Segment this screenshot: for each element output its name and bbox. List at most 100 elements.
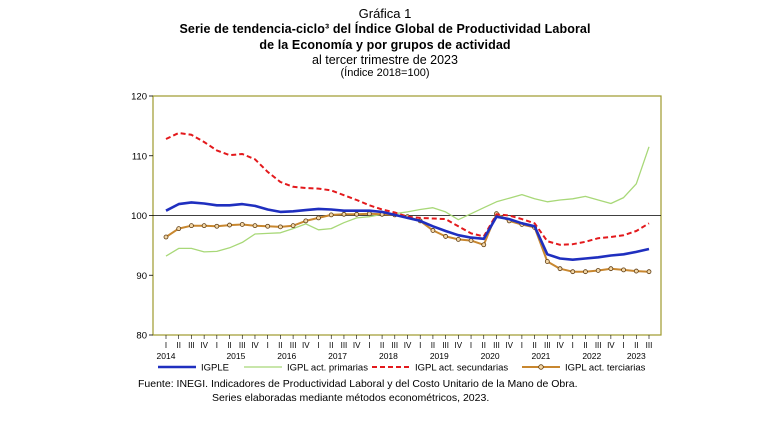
x-quarter-label: III bbox=[442, 341, 449, 350]
x-quarter-label: III bbox=[391, 341, 398, 350]
x-year-label: 2020 bbox=[481, 351, 500, 361]
x-quarter-label: I bbox=[521, 341, 523, 350]
chart-title-line-1: Serie de tendencia-ciclo³ del Índice Glo… bbox=[179, 22, 591, 36]
x-quarter-label: I bbox=[622, 341, 624, 350]
x-quarter-label: IV bbox=[200, 341, 208, 350]
legend-label-igple: IGPLE bbox=[201, 363, 229, 374]
data-point-terciarias bbox=[265, 223, 271, 229]
y-tick-label: 90 bbox=[136, 271, 147, 282]
data-point-terciarias bbox=[455, 236, 461, 242]
data-point-terciarias bbox=[646, 269, 652, 275]
data-point-terciarias bbox=[163, 234, 169, 240]
x-year-label: 2021 bbox=[531, 351, 550, 361]
x-quarter-label: III bbox=[341, 341, 348, 350]
x-quarter-label: I bbox=[368, 341, 370, 350]
x-quarter-label: III bbox=[646, 341, 653, 350]
index-note: (Índice 2018=100) bbox=[340, 67, 430, 79]
x-quarter-label: I bbox=[165, 341, 167, 350]
data-point-terciarias bbox=[595, 268, 601, 273]
x-quarter-label: III bbox=[544, 341, 551, 350]
x-quarter-label: I bbox=[419, 341, 421, 350]
x-quarter-label: III bbox=[188, 341, 195, 350]
x-year-label: 2017 bbox=[328, 351, 347, 361]
x-quarter-label: IV bbox=[251, 341, 259, 350]
y-tick-label: 110 bbox=[132, 151, 147, 162]
x-year-label: 2018 bbox=[379, 351, 398, 361]
x-quarter-label: II bbox=[380, 341, 384, 350]
data-point-terciarias bbox=[341, 211, 347, 217]
figure-number: Gráfica 1 bbox=[358, 6, 412, 21]
data-point-terciarias bbox=[633, 268, 639, 274]
data-point-terciarias bbox=[481, 242, 487, 248]
data-point-terciarias bbox=[176, 226, 182, 232]
x-quarter-label: III bbox=[595, 341, 602, 350]
data-point-terciarias bbox=[557, 266, 563, 272]
x-quarter-label: I bbox=[572, 341, 574, 350]
x-quarter-label: II bbox=[532, 341, 536, 350]
x-quarter-label: I bbox=[216, 341, 218, 350]
x-quarter-label: II bbox=[583, 341, 587, 350]
legend-label-secundarias: IGPL act. secundarias bbox=[415, 363, 508, 374]
x-quarter-label: I bbox=[317, 341, 319, 350]
x-quarter-label: III bbox=[493, 341, 500, 350]
source-line-2: Series elaboradas mediante métodos econo… bbox=[212, 392, 490, 404]
chart-title-block: Gráfica 1 Serie de tendencia-ciclo³ del … bbox=[0, 6, 770, 80]
data-point-terciarias bbox=[214, 223, 220, 229]
x-year-label: 2014 bbox=[157, 351, 176, 361]
x-quarter-label: II bbox=[227, 341, 231, 350]
x-quarter-label: II bbox=[431, 341, 435, 350]
y-tick-label: 100 bbox=[131, 211, 147, 222]
x-quarter-label: IV bbox=[556, 341, 564, 350]
x-quarter-label: I bbox=[267, 341, 269, 350]
data-point-terciarias bbox=[316, 215, 321, 221]
data-point-terciarias bbox=[583, 269, 588, 275]
data-point-terciarias bbox=[430, 228, 436, 233]
x-quarter-label: IV bbox=[302, 341, 310, 350]
data-point-terciarias bbox=[443, 234, 449, 239]
data-point-terciarias bbox=[354, 211, 360, 217]
x-quarter-label: II bbox=[634, 341, 638, 350]
legend-label-terciarias: IGPL act. terciarias bbox=[565, 363, 646, 374]
data-point-terciarias bbox=[277, 224, 283, 230]
x-quarter-label: IV bbox=[455, 341, 463, 350]
source-note: Fuente: INEGI. Indicadores de Productivi… bbox=[138, 377, 578, 405]
series-line-primarias bbox=[165, 146, 650, 257]
x-quarter-label: II bbox=[278, 341, 282, 350]
x-quarter-label: IV bbox=[505, 341, 513, 350]
data-point-terciarias bbox=[201, 223, 207, 229]
data-point-terciarias bbox=[468, 238, 474, 243]
x-quarter-label: I bbox=[470, 341, 472, 350]
data-point-terciarias bbox=[303, 218, 309, 224]
data-point-terciarias bbox=[227, 222, 232, 228]
x-quarter-label: III bbox=[290, 341, 297, 350]
source-line-1: Fuente: INEGI. Indicadores de Productivi… bbox=[138, 378, 578, 390]
x-quarter-label: II bbox=[482, 341, 486, 350]
data-point-terciarias bbox=[189, 223, 194, 229]
data-point-terciarias bbox=[328, 212, 334, 218]
data-point-terciarias bbox=[366, 211, 372, 217]
x-quarter-label: II bbox=[329, 341, 333, 350]
chart-title-line-2: de la Economía y por grupos de actividad bbox=[259, 38, 511, 52]
data-point-terciarias bbox=[570, 269, 576, 275]
data-point-terciarias bbox=[608, 266, 614, 272]
data-point-terciarias bbox=[239, 222, 245, 227]
data-point-terciarias bbox=[621, 267, 626, 273]
data-point-terciarias bbox=[544, 259, 550, 264]
legend-label-primarias: IGPL act. primarias bbox=[287, 363, 368, 374]
x-quarter-label: IV bbox=[607, 341, 615, 350]
x-year-label: 2016 bbox=[277, 351, 296, 361]
series-line-secundarias bbox=[165, 132, 650, 246]
y-tick-label: 120 bbox=[131, 92, 147, 103]
x-quarter-label: III bbox=[239, 341, 246, 350]
x-year-label: 2015 bbox=[226, 351, 245, 361]
chart-subtitle: al tercer trimestre de 2023 bbox=[312, 53, 458, 67]
y-tick-label: 80 bbox=[136, 331, 147, 342]
data-point-terciarias bbox=[252, 223, 258, 229]
x-year-label: 2023 bbox=[627, 351, 646, 361]
x-quarter-label: II bbox=[176, 341, 180, 350]
legend-marker-terciarias bbox=[538, 364, 544, 370]
x-year-label: 2022 bbox=[582, 351, 601, 361]
x-quarter-label: IV bbox=[404, 341, 412, 350]
series-line-igple bbox=[165, 201, 650, 262]
